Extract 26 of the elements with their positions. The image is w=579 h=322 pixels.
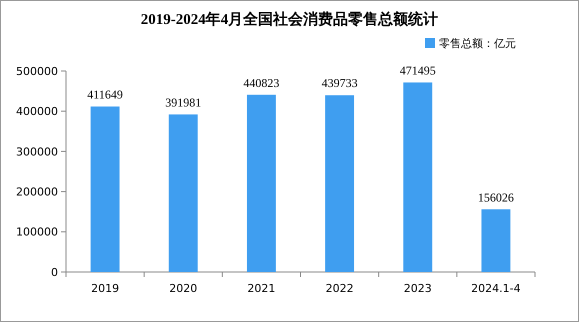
y-tick-label: 500000 [16, 64, 58, 78]
x-tick-label: 2022 [326, 282, 354, 295]
data-label: 440823 [243, 76, 280, 90]
x-tick-label: 2024.1-4 [471, 282, 521, 295]
data-label: 471495 [400, 63, 436, 78]
legend-label: 零售总额：亿元 [439, 37, 516, 50]
bar [325, 95, 354, 272]
x-tick-label: 2019 [91, 282, 120, 295]
y-tick-label: 0 [51, 266, 58, 279]
data-label: 411649 [87, 88, 123, 102]
y-tick-label: 200000 [16, 185, 58, 198]
bar [481, 209, 510, 272]
data-label: 156026 [478, 190, 514, 204]
bar [168, 114, 198, 272]
y-tick-label: 100000 [16, 226, 58, 239]
bar [90, 106, 120, 272]
x-tick-label: 2023 [404, 282, 432, 295]
bar [403, 82, 432, 272]
y-tick-label: 300000 [16, 145, 58, 158]
chart-title: 2019-2024年4月全国社会消费品零售总额统计 [140, 10, 438, 28]
bar [246, 94, 276, 272]
y-tick-label: 400000 [16, 105, 58, 118]
x-tick-label: 2020 [169, 282, 198, 295]
x-tick-label: 2021 [247, 282, 276, 295]
data-label: 439733 [322, 76, 358, 90]
data-label: 391981 [165, 95, 202, 110]
